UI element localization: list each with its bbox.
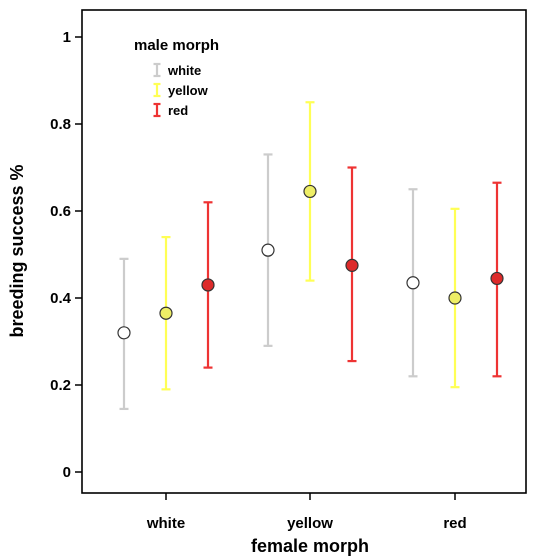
y-tick-label: 1: [63, 29, 71, 46]
x-tick-label: yellow: [287, 515, 333, 532]
point-red-white: [201, 278, 215, 292]
data-points: [117, 184, 504, 340]
x-tick-label: white: [146, 515, 185, 532]
point-yellow-red: [448, 291, 462, 305]
point-red-yellow: [345, 258, 359, 272]
legend-label-white: white: [167, 63, 201, 78]
y-tick-label: 0.8: [50, 116, 71, 133]
y-tick-label: 0.4: [50, 290, 72, 307]
point-yellow-white: [159, 306, 173, 320]
x-axis-title: female morph: [251, 536, 369, 556]
legend-label-red: red: [168, 103, 188, 118]
legend: male morph white yellow red: [134, 37, 219, 118]
point-yellow-yellow: [303, 184, 317, 199]
plot-frame: [81, 9, 527, 494]
y-axis: 0 0.2 0.4 0.6 0.8 1: [50, 29, 82, 481]
y-tick-label: 0.6: [50, 203, 71, 220]
point-white-yellow: [261, 243, 275, 257]
point-white-white: [117, 326, 131, 340]
point-red-red: [490, 271, 504, 286]
point-white-red: [406, 276, 420, 290]
y-axis-title: breeding success %: [7, 164, 27, 337]
x-tick-label: red: [443, 515, 466, 532]
y-tick-label: 0.2: [50, 377, 71, 394]
legend-title: male morph: [134, 37, 219, 54]
legend-items: white yellow red: [153, 62, 209, 118]
y-tick-label: 0: [63, 464, 71, 481]
legend-label-yellow: yellow: [168, 83, 209, 98]
error-bars: [119, 101, 502, 411]
x-axis: white yellow red: [146, 493, 467, 532]
